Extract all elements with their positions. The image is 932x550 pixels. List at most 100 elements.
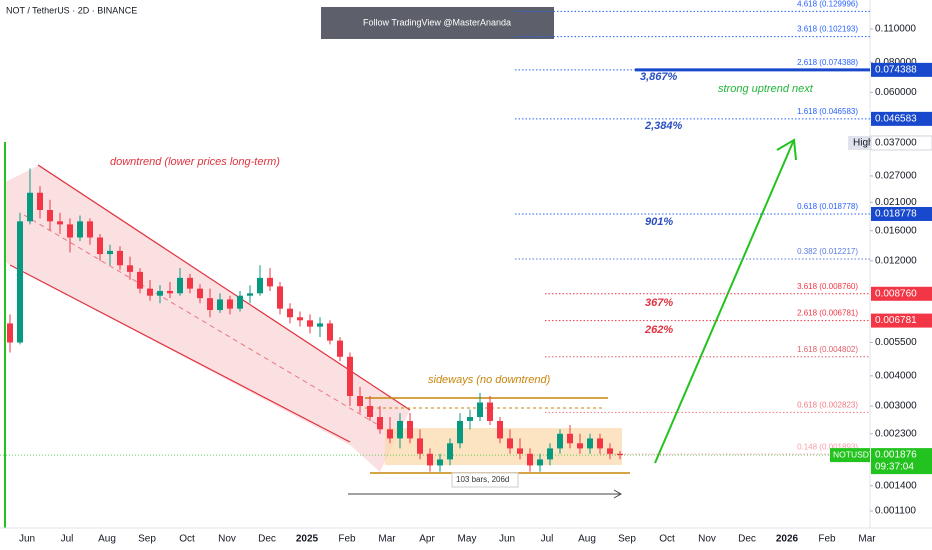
- annotation: sideways (no downtrend): [428, 374, 551, 386]
- candle-body: [317, 323, 323, 327]
- candle-body: [427, 453, 433, 466]
- candle-body: [177, 277, 183, 294]
- candle-body: [147, 288, 153, 296]
- banner-text: Follow TradingView @MasterAnanda: [363, 17, 511, 27]
- candle-body: [107, 250, 113, 255]
- candle-body: [17, 221, 23, 343]
- fib-label: 1.618 (0.004802): [797, 345, 858, 354]
- candle-body: [497, 420, 503, 439]
- channel-lower: [9, 264, 351, 443]
- fib-label: 2.618 (0.006781): [797, 309, 858, 318]
- x-tick-label: 2025: [296, 534, 319, 545]
- last-price-bg: [871, 448, 932, 475]
- y-tick-label: 0.027000: [875, 171, 917, 182]
- candle-body: [127, 265, 133, 272]
- x-tick-label: Nov: [698, 534, 716, 545]
- candle-body: [227, 299, 233, 309]
- fib-label: 0.382 (0.012217): [797, 247, 858, 256]
- candle-body: [27, 192, 33, 222]
- candle-body: [477, 402, 483, 417]
- candle-body: [307, 320, 313, 327]
- y-tick-label: 0.004000: [875, 370, 917, 381]
- annotation: 367%: [645, 297, 673, 309]
- x-tick-label: Dec: [738, 534, 756, 545]
- candle-body: [287, 308, 293, 318]
- x-tick-label: Jun: [19, 534, 35, 545]
- uptrend-arrow: [654, 141, 794, 464]
- high-tag: High: [853, 138, 874, 149]
- candle-body: [77, 221, 83, 238]
- x-tick-label: Aug: [578, 534, 596, 545]
- candle-body: [387, 429, 393, 439]
- candle-body: [57, 221, 63, 225]
- high-label: 0.037000: [875, 138, 917, 149]
- countdown: 09:37:04: [875, 462, 914, 473]
- x-tick-label: Jul: [541, 534, 554, 545]
- annotation: 2,384%: [644, 120, 683, 132]
- y-tick-label: 0.060000: [875, 87, 917, 98]
- y-tick-label: 0.021000: [875, 197, 917, 208]
- last-price: 0.001876: [875, 450, 917, 461]
- x-tick-label: May: [458, 534, 477, 545]
- y-tick-label: 0.110000: [875, 24, 916, 35]
- candle-body: [437, 459, 443, 466]
- candle-body: [157, 290, 163, 296]
- candle-body: [567, 433, 573, 444]
- candle-body: [37, 192, 43, 211]
- x-tick-label: Aug: [98, 534, 116, 545]
- annotation: 3,867%: [640, 71, 678, 83]
- date-range-box: [451, 472, 519, 488]
- price-label-bg: [871, 111, 932, 126]
- fib-label: 4.618 (0.129996): [797, 0, 858, 9]
- y-tick-label: 0.016000: [875, 225, 917, 236]
- price-label-bg: [871, 62, 932, 77]
- candle-body: [447, 443, 453, 460]
- high-tag-bg: [848, 135, 870, 150]
- symbol-title: NOT / TetherUS · 2D · BINANCE: [6, 5, 137, 15]
- price-label: 0.074388: [875, 65, 917, 76]
- candle-body: [47, 210, 53, 222]
- price-label: 0.008760: [875, 288, 917, 299]
- candle-body: [487, 402, 493, 421]
- y-tick-label: 0.001100: [875, 506, 916, 517]
- candle-body: [137, 271, 143, 289]
- candle-body: [397, 420, 403, 439]
- candle-body: [577, 443, 583, 449]
- y-tick-label: 0.002300: [875, 428, 917, 439]
- date-range-arrow: [613, 489, 623, 499]
- candle-body: [207, 298, 213, 311]
- fib-label: 1.618 (0.046583): [797, 107, 858, 116]
- candle-body: [187, 277, 193, 289]
- candle-body: [7, 323, 13, 343]
- fib-label: 0.618 (0.002823): [797, 400, 858, 409]
- x-tick-label: Feb: [818, 534, 836, 545]
- fib-label: 0.148 (0.001893): [797, 442, 858, 451]
- price-label-bg: [871, 286, 932, 301]
- y-tick-label: 0.012000: [875, 255, 917, 266]
- candle-body: [517, 448, 523, 454]
- x-tick-label: Dec: [258, 534, 276, 545]
- price-label-bg: [871, 313, 932, 328]
- y-tick-label: 0.005500: [875, 337, 917, 348]
- x-tick-label: Feb: [338, 534, 356, 545]
- x-tick-label: Oct: [179, 534, 195, 545]
- y-tick-label: 0.080000: [875, 57, 917, 68]
- annotation: 103 bars, 206d: [456, 475, 509, 484]
- fib-label: 3.618 (0.008760): [797, 282, 858, 291]
- x-tick-label: 2026: [776, 534, 799, 545]
- candle-body: [527, 453, 533, 466]
- candle-body: [367, 405, 373, 417]
- price-label: 0.018778: [875, 209, 917, 220]
- candle-body: [97, 237, 103, 255]
- candle-body: [197, 288, 203, 299]
- x-tick-label: Apr: [419, 534, 435, 545]
- candle-body: [247, 293, 253, 296]
- annotation: downtrend (lower prices long-term): [110, 156, 280, 168]
- annotation: 901%: [645, 216, 673, 228]
- annotation: strong uptrend next: [718, 83, 814, 95]
- channel-mid: [23, 214, 381, 427]
- candle-body: [67, 224, 73, 238]
- candle-body: [587, 438, 593, 449]
